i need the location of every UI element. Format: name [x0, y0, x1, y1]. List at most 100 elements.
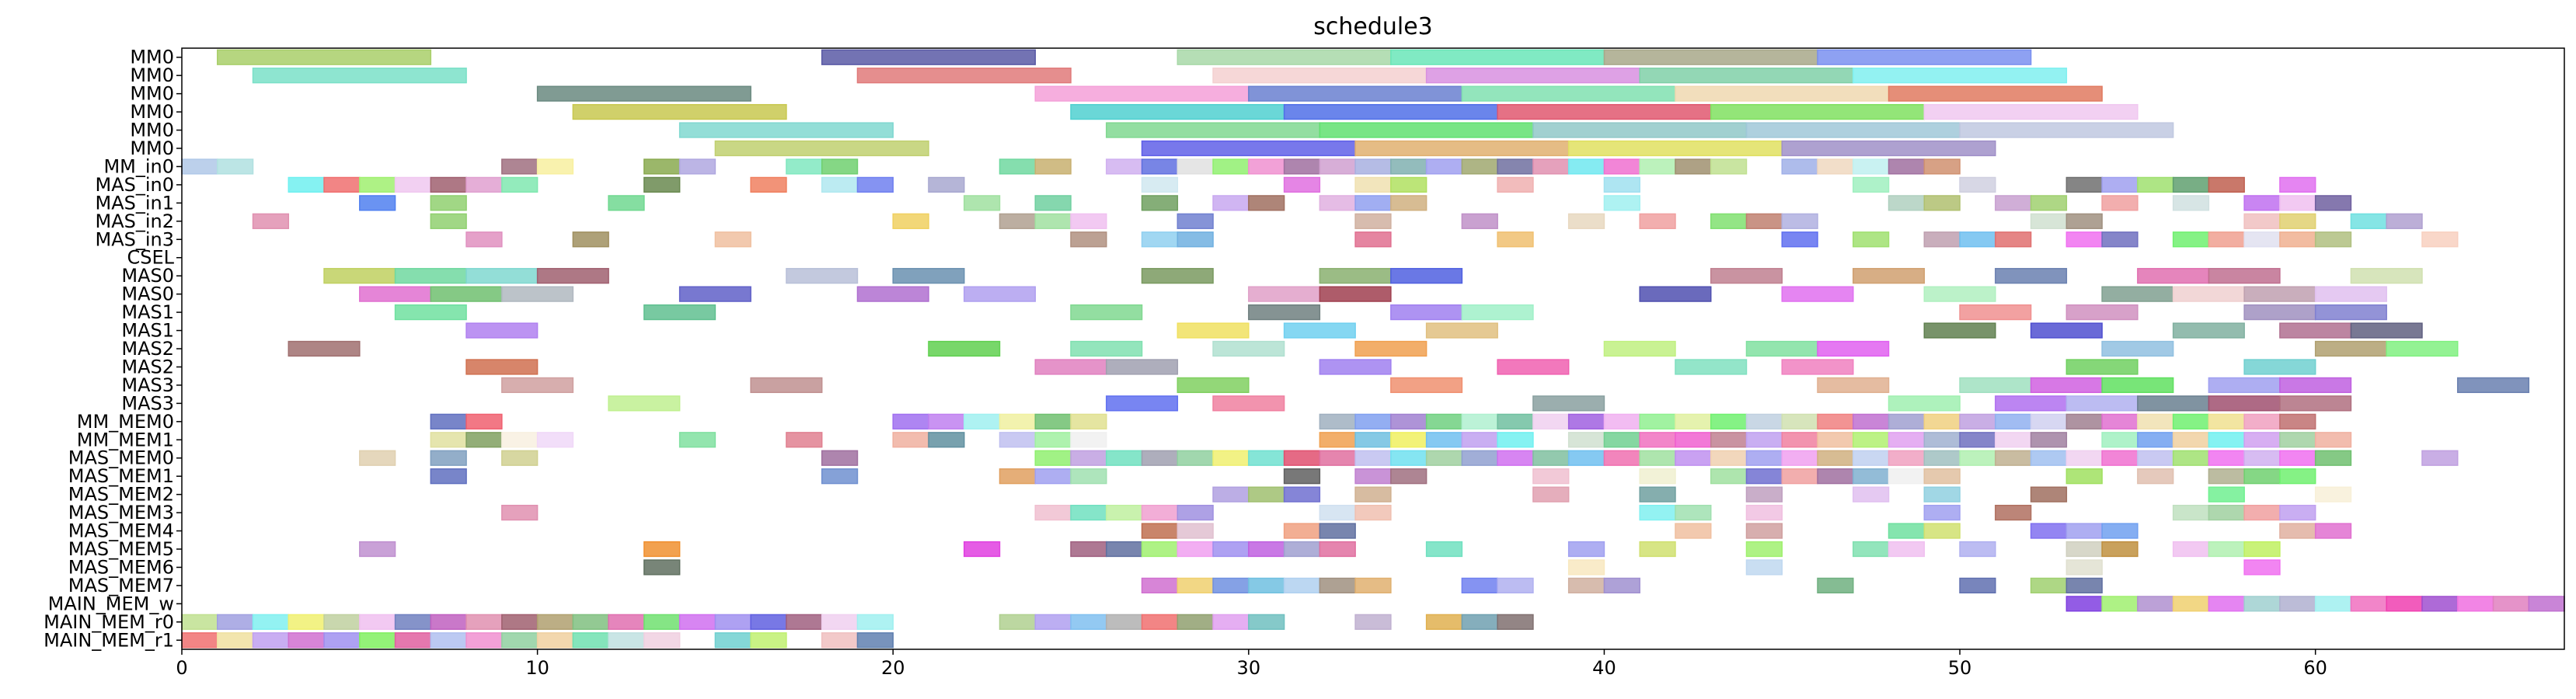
task-bar: [501, 504, 539, 521]
task-bar: [821, 176, 859, 193]
task-bar: [821, 614, 859, 630]
task-bar: [2208, 486, 2245, 503]
task-bar: [1248, 577, 1285, 594]
task-bar: [1461, 450, 1498, 466]
task-bar: [1497, 450, 1534, 466]
task-bar: [2243, 541, 2281, 558]
plot-frame: [181, 47, 2565, 650]
task-bar: [1888, 85, 2103, 102]
task-bar: [1354, 413, 1392, 429]
task-bar: [1354, 140, 1570, 157]
task-bar: [1461, 577, 1498, 594]
task-bar: [2172, 541, 2210, 558]
task-bar: [1390, 413, 1427, 429]
task-bar: [1283, 158, 1321, 175]
task-bar: [1390, 195, 1427, 211]
task-bar: [1745, 559, 1783, 576]
y-tick-label: MAS_in3: [95, 228, 174, 250]
task-bar: [2065, 577, 2103, 594]
task-bar: [572, 103, 787, 120]
task-bar: [1070, 304, 1143, 321]
task-bar: [1461, 432, 1498, 448]
task-bar: [1497, 231, 1534, 248]
task-bar: [821, 468, 859, 485]
task-bar: [1497, 103, 1712, 120]
task-bar: [1354, 468, 1392, 485]
task-bar: [1141, 541, 1179, 558]
task-bar: [750, 632, 787, 649]
task-bar: [2279, 195, 2316, 211]
task-bar: [252, 68, 467, 84]
task-bar: [1283, 468, 1321, 485]
task-bar: [643, 158, 681, 175]
task-bar: [928, 176, 965, 193]
task-bar: [1817, 450, 1854, 466]
task-bar: [643, 304, 716, 321]
task-bar: [2030, 213, 2068, 229]
task-bar: [501, 614, 539, 630]
task-bar: [394, 268, 467, 284]
y-tick-label: MM0: [130, 120, 174, 141]
task-bar: [1781, 286, 1854, 302]
task-bar: [1745, 340, 1818, 357]
task-bar: [394, 614, 432, 630]
task-bar: [1532, 450, 1570, 466]
task-bar: [1888, 468, 1926, 485]
task-bar: [1817, 340, 1890, 357]
task-bar: [1176, 49, 1392, 65]
task-bar: [786, 158, 823, 175]
task-bar: [1319, 577, 1356, 594]
task-bar: [1390, 176, 1427, 193]
task-bar: [856, 176, 894, 193]
task-bar: [1425, 158, 1463, 175]
task-bar: [217, 158, 254, 175]
task-bar: [465, 632, 503, 649]
task-bar: [1995, 504, 2032, 521]
task-bar: [181, 158, 218, 175]
task-bar: [430, 432, 467, 448]
task-bar: [536, 432, 574, 448]
task-bar: [1212, 395, 1285, 412]
task-bar: [1034, 85, 1250, 102]
task-bar: [359, 450, 396, 466]
task-bar: [1070, 413, 1107, 429]
task-bar: [2386, 340, 2459, 357]
task-bar: [1034, 614, 1072, 630]
task-bar: [2172, 195, 2210, 211]
task-bar: [2314, 304, 2387, 321]
task-bar: [2243, 195, 2281, 211]
chart-title: schedule3: [1313, 13, 1433, 40]
task-bar: [1319, 541, 1356, 558]
task-bar: [288, 340, 361, 357]
y-tick-label: MM0: [130, 47, 174, 68]
task-bar: [1853, 450, 1890, 466]
task-bar: [430, 413, 467, 429]
task-bar: [1888, 523, 1926, 539]
y-tick-label: MM_MEM0: [77, 411, 174, 433]
task-bar: [1567, 450, 1605, 466]
task-bar: [1603, 340, 1676, 357]
task-bar: [1923, 504, 1961, 521]
task-bar: [2314, 195, 2352, 211]
task-bar: [643, 614, 681, 630]
x-axis: 0 10 20 30 40 50 60: [176, 649, 2327, 679]
y-tick-label: MAS_MEM1: [68, 465, 174, 487]
task-bar: [323, 614, 361, 630]
task-bar: [1497, 413, 1534, 429]
task-bar: [1141, 577, 1179, 594]
task-bar: [2137, 176, 2174, 193]
task-bar: [1923, 286, 1996, 302]
task-bar: [1817, 49, 2032, 65]
task-bar: [252, 213, 290, 229]
task-bar: [1959, 231, 1996, 248]
task-bar: [181, 632, 218, 649]
task-bar: [1675, 85, 1890, 102]
task-bar: [2208, 377, 2281, 394]
task-bar: [2314, 231, 2352, 248]
task-bar: [1176, 523, 1214, 539]
task-bar: [1034, 158, 1072, 175]
task-bar: [821, 49, 1037, 65]
task-bar: [1567, 158, 1605, 175]
task-bar: [1461, 85, 1676, 102]
task-bar: [892, 413, 929, 429]
